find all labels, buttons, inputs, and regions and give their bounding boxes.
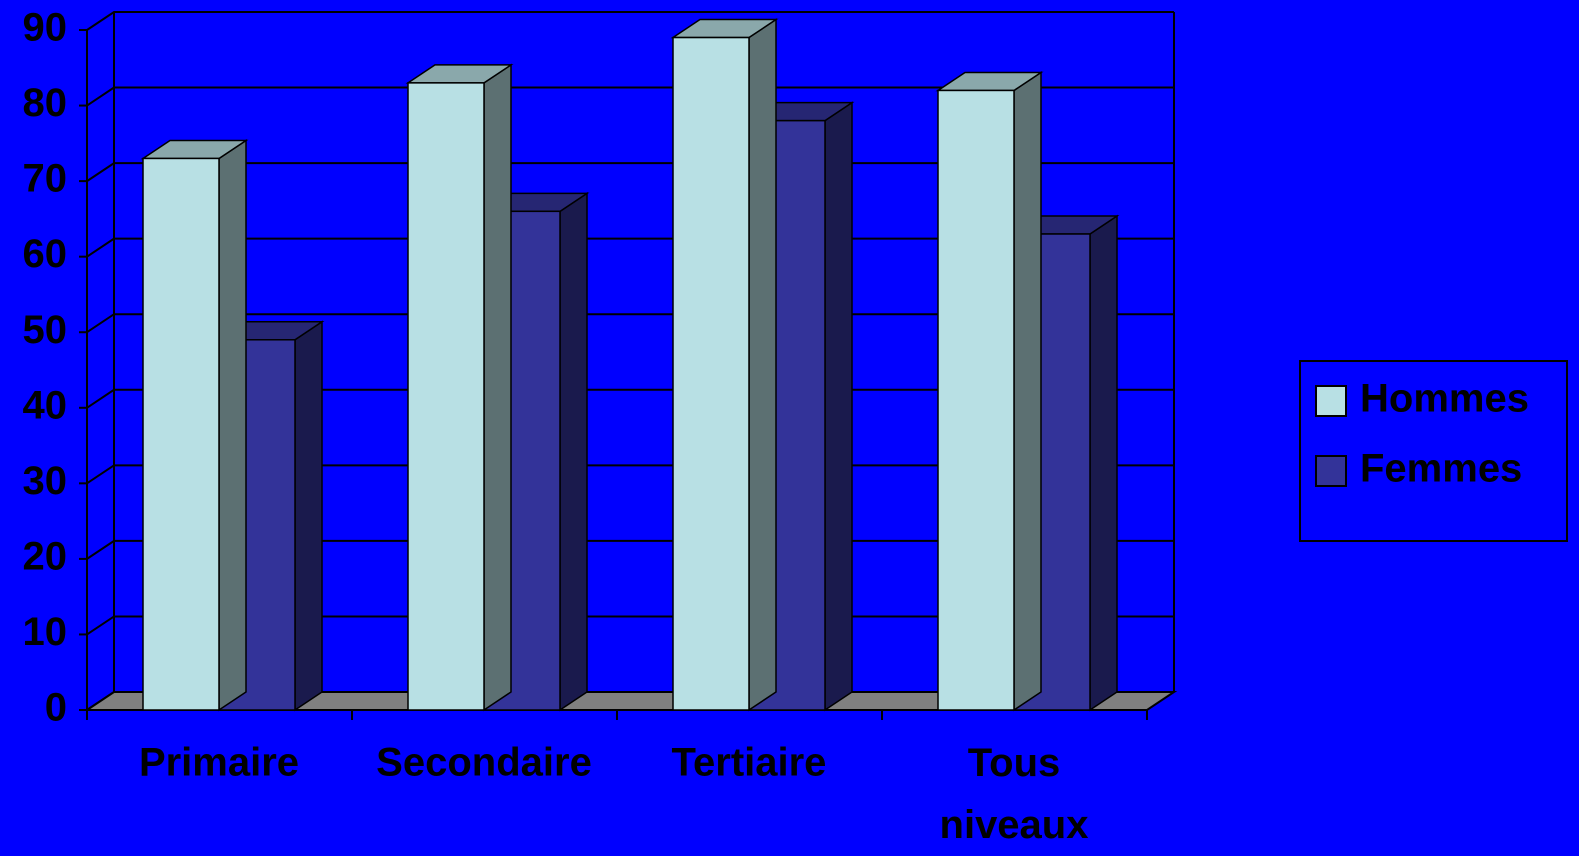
bar <box>935 71 1044 712</box>
bar-front <box>937 89 1015 711</box>
grid-line <box>86 11 1174 31</box>
legend-box <box>1299 360 1568 542</box>
y-tick-label: 90 <box>23 6 68 50</box>
bar-side <box>748 18 777 712</box>
y-tick-label: 50 <box>23 308 68 352</box>
label-line: niveaux <box>940 803 1089 847</box>
y-tick-label: 20 <box>23 534 68 578</box>
bar-side <box>483 63 512 712</box>
x-tick-label: Tous niveaux <box>940 741 1089 847</box>
bar-side <box>824 101 853 712</box>
bar-side <box>1013 71 1042 712</box>
y-tick-label: 30 <box>23 459 68 503</box>
bar-front <box>407 82 485 711</box>
bar <box>670 18 779 712</box>
bar <box>405 63 514 712</box>
y-tick-label: 70 <box>23 157 68 201</box>
x-tick-label: Tertiaire <box>672 741 827 785</box>
grid-line <box>86 86 1174 107</box>
bar <box>140 139 249 712</box>
y-tick-label: 80 <box>23 81 68 125</box>
y-tick-label: 40 <box>23 383 68 427</box>
legend-label: Hommes <box>1360 377 1529 421</box>
legend-label: Femmes <box>1360 447 1522 491</box>
bar-side <box>294 320 323 712</box>
label-line: Tous <box>968 741 1061 785</box>
bar-side <box>1089 214 1118 712</box>
y-tick-label: 10 <box>23 610 68 654</box>
bar-front <box>142 157 220 711</box>
x-tick-label: Secondaire <box>376 741 592 785</box>
y-tick-label: 0 <box>45 686 67 730</box>
legend-swatch <box>1315 385 1347 417</box>
y-tick-label: 60 <box>23 232 68 276</box>
bar-side <box>559 191 588 712</box>
x-tick-label: Primaire <box>139 741 299 785</box>
bar-front <box>672 36 750 711</box>
bar-side <box>218 139 247 712</box>
legend-swatch <box>1315 455 1347 487</box>
